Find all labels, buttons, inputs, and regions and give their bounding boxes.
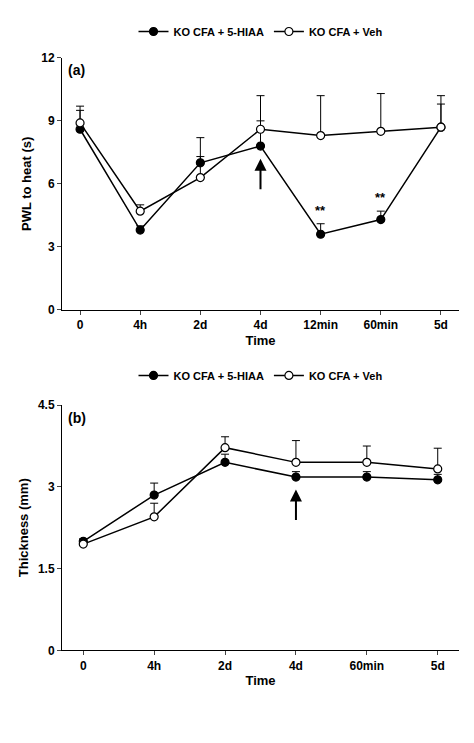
svg-text:0: 0 [48,644,55,658]
svg-text:KO CFA + 5-HIAA: KO CFA + 5-HIAA [174,370,264,382]
svg-text:60min: 60min [349,659,384,673]
svg-text:(a): (a) [68,62,85,78]
svg-text:0: 0 [80,659,87,673]
svg-text:0: 0 [77,318,84,332]
svg-text:KO CFA + Veh: KO CFA + Veh [309,26,383,38]
svg-text:9: 9 [48,114,55,128]
svg-text:4h: 4h [133,318,147,332]
svg-text:3: 3 [48,480,55,494]
svg-text:Thickness (mm): Thickness (mm) [16,478,31,577]
svg-text:Time: Time [245,673,275,688]
svg-text:KO CFA + Veh: KO CFA + Veh [309,370,383,382]
svg-text:4.5: 4.5 [38,398,55,412]
svg-text:**: ** [375,190,386,205]
svg-text:12: 12 [41,51,55,65]
svg-text:Time: Time [245,333,275,348]
svg-text:6: 6 [48,177,55,191]
svg-text:(b): (b) [68,410,86,426]
svg-text:4d: 4d [253,318,267,332]
svg-text:4d: 4d [289,659,303,673]
svg-text:2d: 2d [218,659,232,673]
svg-text:5d: 5d [434,318,448,332]
svg-text:60min: 60min [363,318,398,332]
svg-text:12min: 12min [303,318,338,332]
svg-text:5d: 5d [431,659,445,673]
svg-text:**: ** [315,203,326,218]
svg-text:0: 0 [48,303,55,317]
svg-text:PWL to heat (s): PWL to heat (s) [19,137,34,231]
svg-text:KO CFA + 5-HIAA: KO CFA + 5-HIAA [174,26,264,38]
svg-text:4h: 4h [147,659,161,673]
svg-text:1.5: 1.5 [38,562,55,576]
svg-text:2d: 2d [193,318,207,332]
svg-text:3: 3 [48,240,55,254]
